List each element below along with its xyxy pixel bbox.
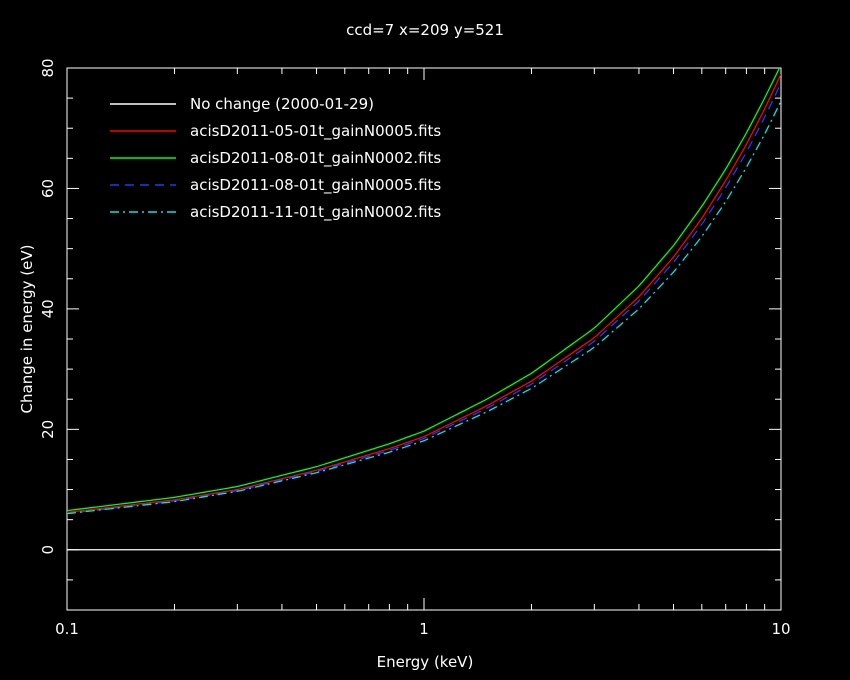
x-tick-label: 0.1: [55, 620, 79, 638]
x-axis-label: Energy (keV): [377, 653, 474, 671]
legend-label-4: acisD2011-08-01t_gainN0005.fits: [190, 176, 441, 195]
y-tick-label: 40: [39, 299, 57, 318]
y-tick-label: 60: [39, 179, 57, 198]
y-tick-label: 20: [39, 420, 57, 439]
series-line-5: [67, 100, 781, 515]
series-line-2: [67, 73, 781, 514]
y-axis-label: Change in energy (eV): [18, 245, 36, 414]
series-layer: [67, 68, 781, 551]
series-line-3: [67, 68, 781, 512]
legend-label-3: acisD2011-08-01t_gainN0002.fits: [190, 149, 441, 168]
x-tick-label: 10: [771, 620, 790, 638]
axes: 0.1 1 10 0 20 40 60 80: [39, 58, 791, 638]
legend-label-1: No change (2000-01-29): [190, 95, 374, 113]
y-tick-label: 80: [39, 58, 57, 77]
legend-label-5: acisD2011-11-01t_gainN0002.fits: [190, 203, 441, 222]
x-tick-label: 1: [419, 620, 429, 638]
legend-label-2: acisD2011-05-01t_gainN0005.fits: [190, 122, 441, 141]
y-tick-label: 0: [39, 545, 57, 555]
legend: No change (2000-01-29) acisD2011-05-01t_g…: [110, 95, 441, 222]
series-line-4: [67, 82, 781, 515]
chart-title: ccd=7 x=209 y=521: [346, 21, 504, 39]
